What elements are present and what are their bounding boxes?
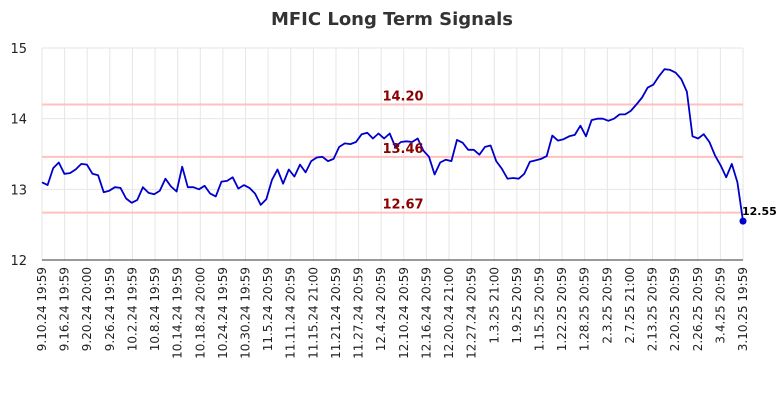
x-tick-label: 12.16.24 20:59 [419, 267, 433, 359]
x-tick-label: 11.5.24 20:59 [261, 267, 275, 351]
x-tick-label: 9.26.24 19:59 [103, 267, 117, 351]
chart-title: MFIC Long Term Signals [271, 9, 513, 30]
last-point-label: 12.55 [742, 205, 777, 218]
x-tick-label: 11.11.24 20:59 [284, 267, 298, 359]
x-tick-label: 11.15.24 21:00 [306, 267, 320, 359]
x-tick-label: 2.3.25 20:59 [600, 267, 614, 344]
x-tick-label: 11.27.24 20:59 [352, 267, 366, 359]
x-tick-label: 10.14.24 19:59 [171, 267, 185, 359]
x-tick-label: 11.21.24 20:59 [329, 267, 343, 359]
signal-level-label: 12.67 [382, 198, 423, 213]
x-tick-label: 10.18.24 20:00 [193, 267, 207, 359]
signal-level-label: 14.20 [382, 90, 423, 105]
x-tick-label: 1.15.25 20:59 [532, 267, 546, 351]
x-tick-label: 10.24.24 19:59 [216, 267, 230, 359]
x-tick-label: 2.13.25 20:59 [646, 267, 660, 351]
x-tick-label: 10.8.24 19:59 [148, 267, 162, 351]
x-tick-label: 12.20.24 21:00 [442, 267, 456, 359]
signal-level-label: 13.46 [382, 142, 423, 157]
signal-levels [42, 103, 743, 214]
x-tick-label: 3.4.25 20:59 [713, 267, 727, 344]
x-tick-label: 1.9.25 20:59 [510, 267, 524, 344]
last-point-marker [739, 217, 747, 225]
y-tick-label: 15 [10, 42, 27, 57]
x-tick-label: 9.20.24 20:00 [80, 267, 94, 351]
x-tick-label: 1.22.25 20:59 [555, 267, 569, 351]
x-tick-label: 12.4.24 20:59 [374, 267, 388, 351]
y-tick-label: 13 [10, 183, 27, 198]
x-tick-label: 10.30.24 19:59 [239, 267, 253, 359]
x-tick-label: 1.28.25 20:59 [578, 267, 592, 351]
x-tick-label: 1.3.25 21:00 [487, 267, 501, 344]
y-tick-label: 12 [10, 254, 27, 269]
x-tick-label: 9.10.24 19:59 [35, 267, 49, 351]
y-tick-label: 14 [10, 113, 27, 128]
x-tick-label: 3.10.25 19:59 [736, 267, 750, 351]
x-tick-label: 2.20.25 20:59 [668, 267, 682, 351]
x-tick-label: 12.10.24 20:59 [397, 267, 411, 359]
x-tick-label: 10.2.24 19:59 [125, 267, 139, 351]
x-tick-label: 9.16.24 19:59 [58, 267, 72, 351]
labels: 12 13 14 15 9.10.24 19:59 9.16.24 19:59 9.20.2… [10, 42, 776, 359]
x-tick-label: 2.7.25 21:00 [623, 267, 637, 344]
x-tick-label: 2.26.25 20:59 [691, 267, 705, 351]
x-tick-label: 12.27.24 20:59 [465, 267, 479, 359]
price-line [41, 68, 744, 222]
price-series [41, 68, 747, 225]
